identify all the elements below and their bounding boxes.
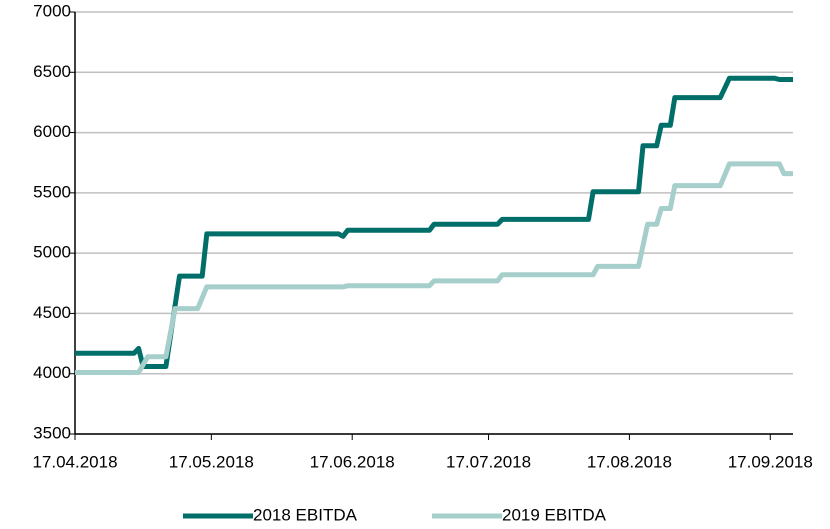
x-tick-label: 17.06.2018 [310, 452, 395, 471]
series-line [75, 161, 793, 375]
y-tick-label: 7000 [33, 1, 71, 20]
series-line [75, 75, 793, 369]
x-tick-label: 17.08.2018 [587, 452, 672, 471]
legend-label: 2019 EBITDA [502, 505, 607, 524]
x-tick-label: 17.04.2018 [32, 452, 117, 471]
y-tick-label: 5000 [33, 243, 71, 262]
y-tick-label: 5500 [33, 182, 71, 201]
y-tick-label: 3500 [33, 423, 71, 442]
x-tick-label: 17.05.2018 [169, 452, 254, 471]
y-tick-label: 6000 [33, 122, 71, 141]
legend-label: 2018 EBITDA [253, 505, 358, 524]
y-tick-label: 4000 [33, 363, 71, 382]
y-tick-label: 6500 [33, 62, 71, 81]
x-tick-label: 17.09.2018 [728, 452, 813, 471]
x-tick-label: 17.07.2018 [446, 452, 531, 471]
y-tick-label: 4500 [33, 303, 71, 322]
